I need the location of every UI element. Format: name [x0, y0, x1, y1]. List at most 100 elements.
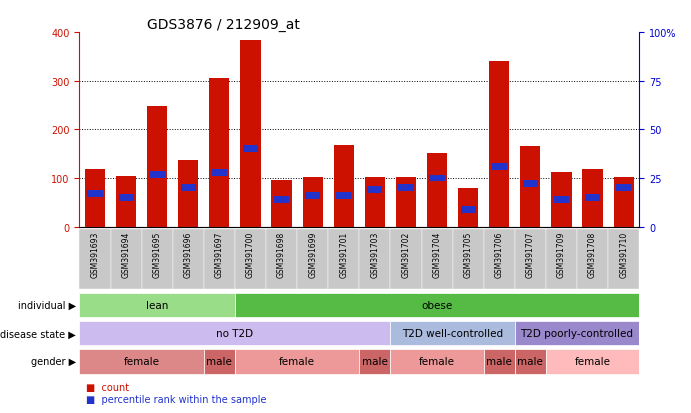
- Text: T2D poorly-controlled: T2D poorly-controlled: [520, 328, 634, 339]
- Text: female: female: [279, 356, 315, 367]
- Bar: [554, 197, 569, 203]
- Bar: [119, 195, 133, 202]
- Text: GSM391693: GSM391693: [91, 231, 100, 277]
- Text: GSM391695: GSM391695: [153, 231, 162, 277]
- Text: GSM391707: GSM391707: [526, 231, 535, 277]
- Text: T2D well-controlled: T2D well-controlled: [402, 328, 503, 339]
- Bar: [577, 229, 608, 289]
- Bar: [181, 185, 196, 192]
- Bar: [390, 229, 422, 289]
- Bar: [585, 195, 600, 202]
- Text: GSM391698: GSM391698: [277, 231, 286, 277]
- Bar: [390, 321, 515, 346]
- Text: GSM391702: GSM391702: [401, 231, 410, 277]
- Bar: [427, 153, 447, 227]
- Bar: [608, 229, 639, 289]
- Bar: [583, 170, 603, 227]
- Bar: [515, 349, 546, 374]
- Bar: [274, 197, 289, 203]
- Text: GSM391710: GSM391710: [619, 231, 628, 277]
- Bar: [368, 187, 382, 194]
- Bar: [212, 169, 227, 176]
- Bar: [79, 229, 111, 289]
- Text: GSM391701: GSM391701: [339, 231, 348, 277]
- Bar: [484, 349, 515, 374]
- Bar: [399, 185, 413, 192]
- Bar: [396, 177, 416, 227]
- Bar: [458, 188, 478, 227]
- Bar: [297, 229, 328, 289]
- Bar: [85, 170, 105, 227]
- Bar: [334, 146, 354, 227]
- Bar: [243, 146, 258, 153]
- Bar: [204, 349, 235, 374]
- Bar: [235, 229, 266, 289]
- Bar: [520, 147, 540, 227]
- Text: female: female: [574, 356, 611, 367]
- Bar: [422, 229, 453, 289]
- Text: male: male: [518, 356, 543, 367]
- Bar: [142, 229, 173, 289]
- Text: male: male: [207, 356, 232, 367]
- Bar: [116, 177, 136, 227]
- Bar: [178, 160, 198, 227]
- Bar: [240, 41, 261, 227]
- Bar: [79, 349, 204, 374]
- Bar: [390, 349, 484, 374]
- Text: GSM391704: GSM391704: [433, 231, 442, 277]
- Text: ■  percentile rank within the sample: ■ percentile rank within the sample: [86, 394, 267, 404]
- Bar: [461, 206, 475, 213]
- Bar: [337, 193, 351, 199]
- Text: lean: lean: [146, 300, 169, 311]
- Bar: [266, 229, 297, 289]
- Text: GSM391697: GSM391697: [215, 231, 224, 277]
- Text: individual ▶: individual ▶: [18, 300, 76, 311]
- Text: obese: obese: [422, 300, 453, 311]
- Bar: [328, 229, 359, 289]
- Text: GDS3876 / 212909_at: GDS3876 / 212909_at: [146, 18, 299, 32]
- Text: GSM391699: GSM391699: [308, 231, 317, 277]
- Bar: [88, 191, 102, 197]
- Bar: [489, 62, 509, 227]
- Text: GSM391694: GSM391694: [122, 231, 131, 277]
- Bar: [365, 177, 385, 227]
- Bar: [515, 321, 639, 346]
- Text: GSM391706: GSM391706: [495, 231, 504, 277]
- Bar: [614, 177, 634, 227]
- Text: female: female: [124, 356, 160, 367]
- Bar: [173, 229, 204, 289]
- Bar: [359, 229, 390, 289]
- Bar: [551, 173, 571, 227]
- Bar: [515, 229, 546, 289]
- Bar: [303, 177, 323, 227]
- Bar: [111, 229, 142, 289]
- Text: GSM391705: GSM391705: [464, 231, 473, 277]
- Bar: [235, 349, 359, 374]
- Text: GSM391696: GSM391696: [184, 231, 193, 277]
- Text: GSM391709: GSM391709: [557, 231, 566, 277]
- Text: male: male: [486, 356, 512, 367]
- Text: disease state ▶: disease state ▶: [0, 328, 76, 339]
- Bar: [616, 185, 631, 192]
- Bar: [204, 229, 235, 289]
- Text: female: female: [419, 356, 455, 367]
- Text: GSM391708: GSM391708: [588, 231, 597, 277]
- Bar: [272, 181, 292, 227]
- Text: ■  count: ■ count: [86, 382, 129, 392]
- Text: GSM391700: GSM391700: [246, 231, 255, 277]
- Bar: [453, 229, 484, 289]
- Bar: [209, 79, 229, 227]
- Bar: [79, 293, 235, 318]
- Bar: [235, 293, 639, 318]
- Bar: [546, 349, 639, 374]
- Bar: [430, 175, 444, 182]
- Text: gender ▶: gender ▶: [31, 356, 76, 367]
- Bar: [523, 181, 538, 188]
- Text: male: male: [362, 356, 388, 367]
- Bar: [492, 164, 507, 171]
- Bar: [147, 107, 167, 227]
- Bar: [546, 229, 577, 289]
- Bar: [305, 193, 320, 199]
- Text: GSM391703: GSM391703: [370, 231, 379, 277]
- Bar: [79, 321, 390, 346]
